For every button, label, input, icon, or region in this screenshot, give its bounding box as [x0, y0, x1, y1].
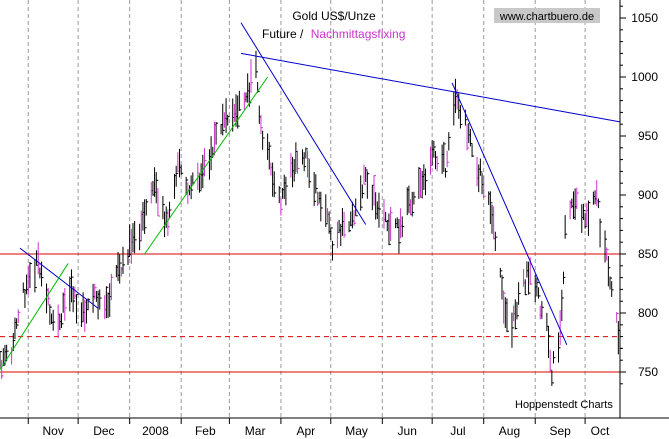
y-tick-label-750: 750 — [638, 365, 658, 379]
x-tick-label-Mar: Mar — [245, 424, 266, 438]
chart-title: Gold US$/Unze — [292, 9, 376, 23]
watermark-background — [494, 8, 600, 23]
y-tick-label-1000: 1000 — [631, 70, 658, 84]
y-tick-label-950: 950 — [638, 129, 658, 143]
price-bars — [0, 50, 622, 386]
subtitle-fixing: Nachmittagsfixing — [311, 27, 406, 41]
y-tick-label-1050: 1050 — [631, 11, 658, 25]
x-tick-label-Sep: Sep — [549, 424, 571, 438]
x-axis: Nov Dec 2008 Feb Mar Apr May Jun Jul Aug Sep Oct — [27, 418, 610, 438]
x-tick-label-Aug: Aug — [499, 424, 520, 438]
trend-lines — [0, 22, 621, 370]
downtrend-line-3 — [240, 22, 367, 225]
uptrend-line-2 — [144, 76, 269, 255]
x-tick-label-Nov: Nov — [43, 424, 64, 438]
downtrend-line-5 — [451, 82, 568, 346]
x-tick-label-Apr: Apr — [297, 424, 316, 438]
subtitle-future: Future / — [262, 27, 304, 41]
y-tick-label-800: 800 — [638, 306, 658, 320]
credit-label: Hoppenstedt Charts — [515, 399, 613, 411]
x-tick-label-Jul: Jul — [450, 424, 465, 438]
x-tick-label-Oct: Oct — [591, 424, 610, 438]
downtrend-line-4 — [240, 52, 621, 123]
y-axis: 750 800 850 900 950 1000 1050 — [620, 5, 658, 385]
watermark: www.chartbuero.de — [499, 11, 594, 23]
x-tick-label-Dec: Dec — [93, 424, 114, 438]
x-tick-label-Feb: Feb — [195, 424, 216, 438]
x-tick-label-Jun: Jun — [398, 424, 417, 438]
y-tick-label-900: 900 — [638, 188, 658, 202]
chart-subtitle: Future / Nachmittagsfixing — [262, 27, 405, 41]
y-tick-label-850: 850 — [638, 247, 658, 261]
x-tick-label-2008: 2008 — [142, 424, 169, 438]
support-lines — [0, 253, 620, 373]
x-tick-label-May: May — [345, 424, 368, 438]
uptrend-line-1 — [0, 263, 69, 370]
